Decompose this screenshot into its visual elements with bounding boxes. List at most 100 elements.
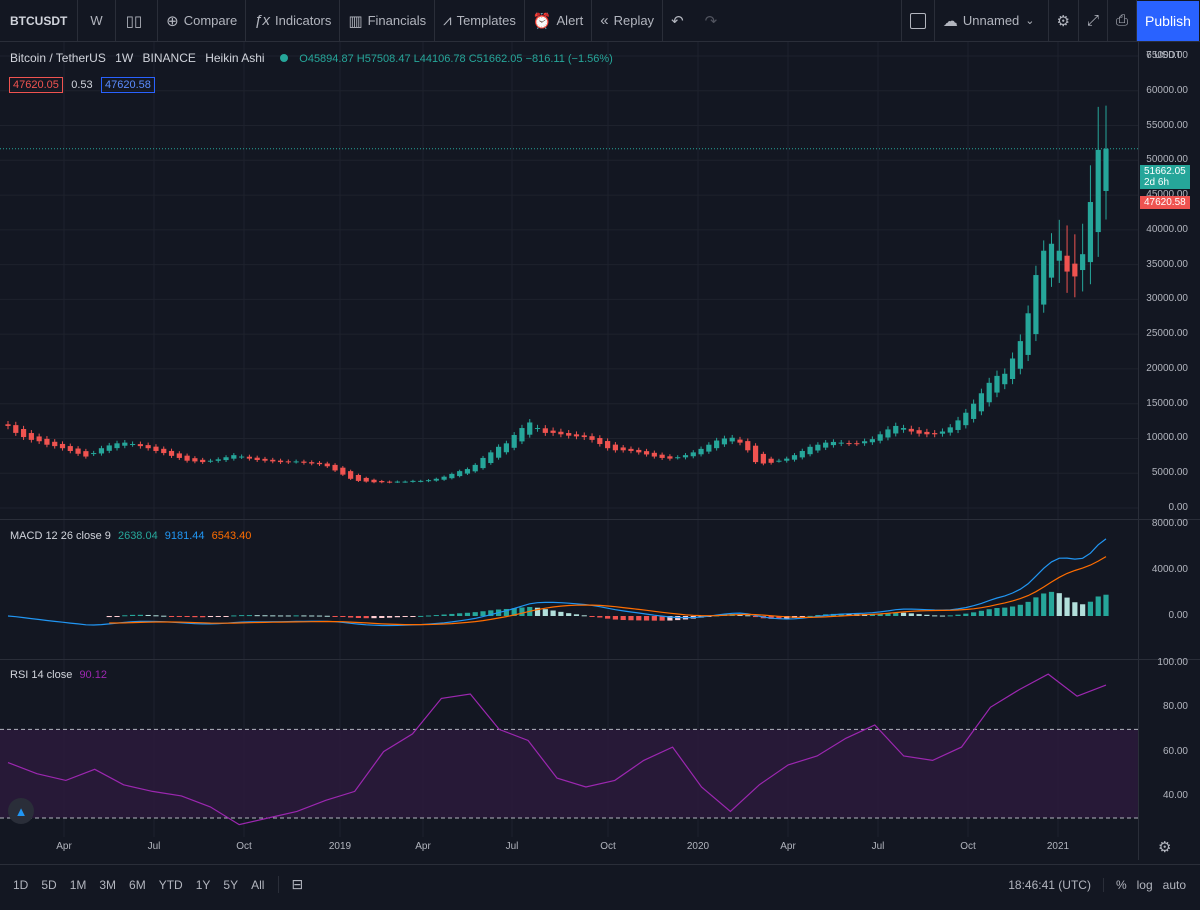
rsi-value: 90.12 [79, 669, 107, 681]
gear-icon: ⚙ [1056, 12, 1070, 30]
candle-body [200, 459, 206, 463]
macd-histogram-bar [410, 616, 416, 617]
candle-body [542, 428, 548, 433]
candle-body [433, 478, 439, 481]
macd-histogram-bar [231, 615, 237, 617]
snapshot-button[interactable]: ⎙ [1108, 0, 1137, 42]
macd-histogram-bar [1064, 597, 1070, 616]
macd-histogram-bar [885, 613, 891, 616]
settings-button[interactable]: ⚙ [1049, 0, 1079, 42]
candle-body [838, 442, 844, 444]
time-axis[interactable]: Apr Jul Oct 2019 Apr Jul Oct 2020 Apr Jul Oct 2021 [0, 837, 1138, 859]
candle-body [869, 439, 875, 443]
main-legend: Bitcoin / TetherUS 1W BINANCE Heikin Ash… [10, 51, 613, 65]
macd-histogram-bar [301, 615, 307, 617]
macd-histogram-bar [776, 616, 782, 619]
legend-style: Heikin Ashi [205, 51, 265, 65]
price-tick-label: 55000.00 [1146, 119, 1188, 131]
macd-histogram-bar [659, 616, 665, 621]
templates-button[interactable]: ⩘ Templates [435, 0, 525, 42]
financials-button[interactable]: ▥ Financials [340, 0, 436, 42]
last-price-label: 51662.05 [1144, 166, 1186, 177]
macd-histogram-bar [449, 613, 455, 616]
replay-button[interactable]: « Replay [592, 0, 664, 42]
timeframe-button[interactable]: 5D [41, 877, 57, 892]
axis-settings-button[interactable]: ⚙ [1158, 838, 1171, 856]
candle-body [36, 436, 42, 442]
macd-histogram-bar [192, 616, 198, 618]
layout-toggle-button[interactable] [900, 0, 935, 42]
candle-body [425, 480, 432, 482]
last-price-tag: 51662.05 2d 6h [1140, 165, 1190, 189]
indicators-button[interactable]: ƒx Indicators [246, 0, 341, 42]
undo-button[interactable]: ↶ [663, 0, 697, 42]
macd-histogram-bar [807, 615, 813, 617]
timeframe-button[interactable]: 5Y [223, 877, 239, 892]
percent-toggle[interactable]: % [1102, 877, 1127, 892]
candle-body [791, 455, 798, 460]
interval-button[interactable]: W [78, 0, 116, 42]
candle-body [75, 448, 81, 454]
macd-histogram-bar [643, 616, 650, 621]
macd-histogram-bar [200, 616, 206, 618]
fullscreen-button[interactable]: ⤢ [1079, 0, 1108, 42]
timeframe-button[interactable]: 6M [129, 877, 146, 892]
bid-ask-row: 47620.05 0.53 47620.58 [9, 77, 155, 93]
clock[interactable]: 18:46:41 (UTC) [1008, 877, 1091, 892]
alert-label: Alert [556, 13, 584, 28]
candle-body [168, 450, 175, 456]
candle-body [52, 441, 58, 447]
macd-histogram-bar [270, 615, 276, 617]
candle-body [5, 424, 11, 426]
price-tick-label: 65000.00 [1146, 50, 1188, 61]
rsi-title: RSI 14 close [10, 669, 73, 681]
candle-body [721, 438, 728, 445]
timeframe-button[interactable]: 1D [13, 877, 29, 892]
alert-button[interactable]: ⏰ Alert [525, 0, 593, 42]
auto-toggle[interactable]: auto [1162, 877, 1186, 892]
buy-price-button[interactable]: 47620.58 [101, 77, 155, 93]
timeframe-button[interactable]: YTD [158, 877, 183, 892]
macd-histogram-bar [573, 614, 580, 616]
symbol-search-button[interactable]: BTCUSDT [0, 0, 79, 42]
layout-name-button[interactable]: ☁ Unnamed ⌄ [935, 0, 1049, 42]
chart-type-button[interactable]: ▯▯ [116, 0, 159, 42]
candle-body [830, 441, 837, 446]
macd-histogram-bar [799, 616, 805, 617]
macd-hist-value: 2638.04 [117, 530, 158, 542]
macd-histogram-bar [838, 613, 844, 616]
rsi-separator[interactable] [0, 659, 1200, 660]
macd-histogram-bar [1087, 601, 1094, 616]
sell-price-button[interactable]: 47620.05 [9, 77, 63, 93]
fx-icon: ƒx [254, 12, 271, 29]
timeframe-button[interactable]: 1Y [195, 877, 211, 892]
redo-button[interactable]: ↷ [697, 0, 731, 42]
macd-histogram-bar [978, 610, 985, 616]
candle-body [472, 464, 478, 472]
macd-histogram-bar [464, 612, 471, 616]
plus-circle-icon: ⊕ [166, 12, 179, 30]
price-chart[interactable] [0, 42, 1138, 860]
candle-body [1103, 148, 1109, 191]
market-status-dot[interactable] [279, 54, 288, 62]
log-toggle[interactable]: log [1136, 877, 1153, 892]
timeframe-button[interactable]: 1M [69, 877, 87, 892]
price-tick-label: 0.00 [1168, 502, 1188, 513]
macd-histogram-bar [605, 616, 611, 619]
macd-histogram-bar [418, 615, 424, 617]
timeframe-button[interactable]: 3M [99, 877, 117, 892]
macd-separator[interactable] [0, 519, 1200, 520]
date-range-icon[interactable]: ⊟ [278, 876, 303, 893]
timeframe-button[interactable]: All [251, 877, 265, 892]
tradingview-logo[interactable]: ▲ [8, 798, 34, 824]
macd-histogram-bar [815, 615, 821, 617]
macd-tick-label: 0.00 [1168, 610, 1188, 621]
candle-body [1033, 275, 1039, 335]
macd-histogram-bar [239, 615, 245, 617]
time-tick-label: Apr [56, 841, 72, 852]
macd-histogram-bar [371, 616, 377, 619]
publish-button[interactable]: Publish [1137, 0, 1199, 41]
candle-body [924, 431, 930, 435]
candle-body [799, 450, 805, 458]
compare-button[interactable]: ⊕ Compare [158, 0, 247, 42]
